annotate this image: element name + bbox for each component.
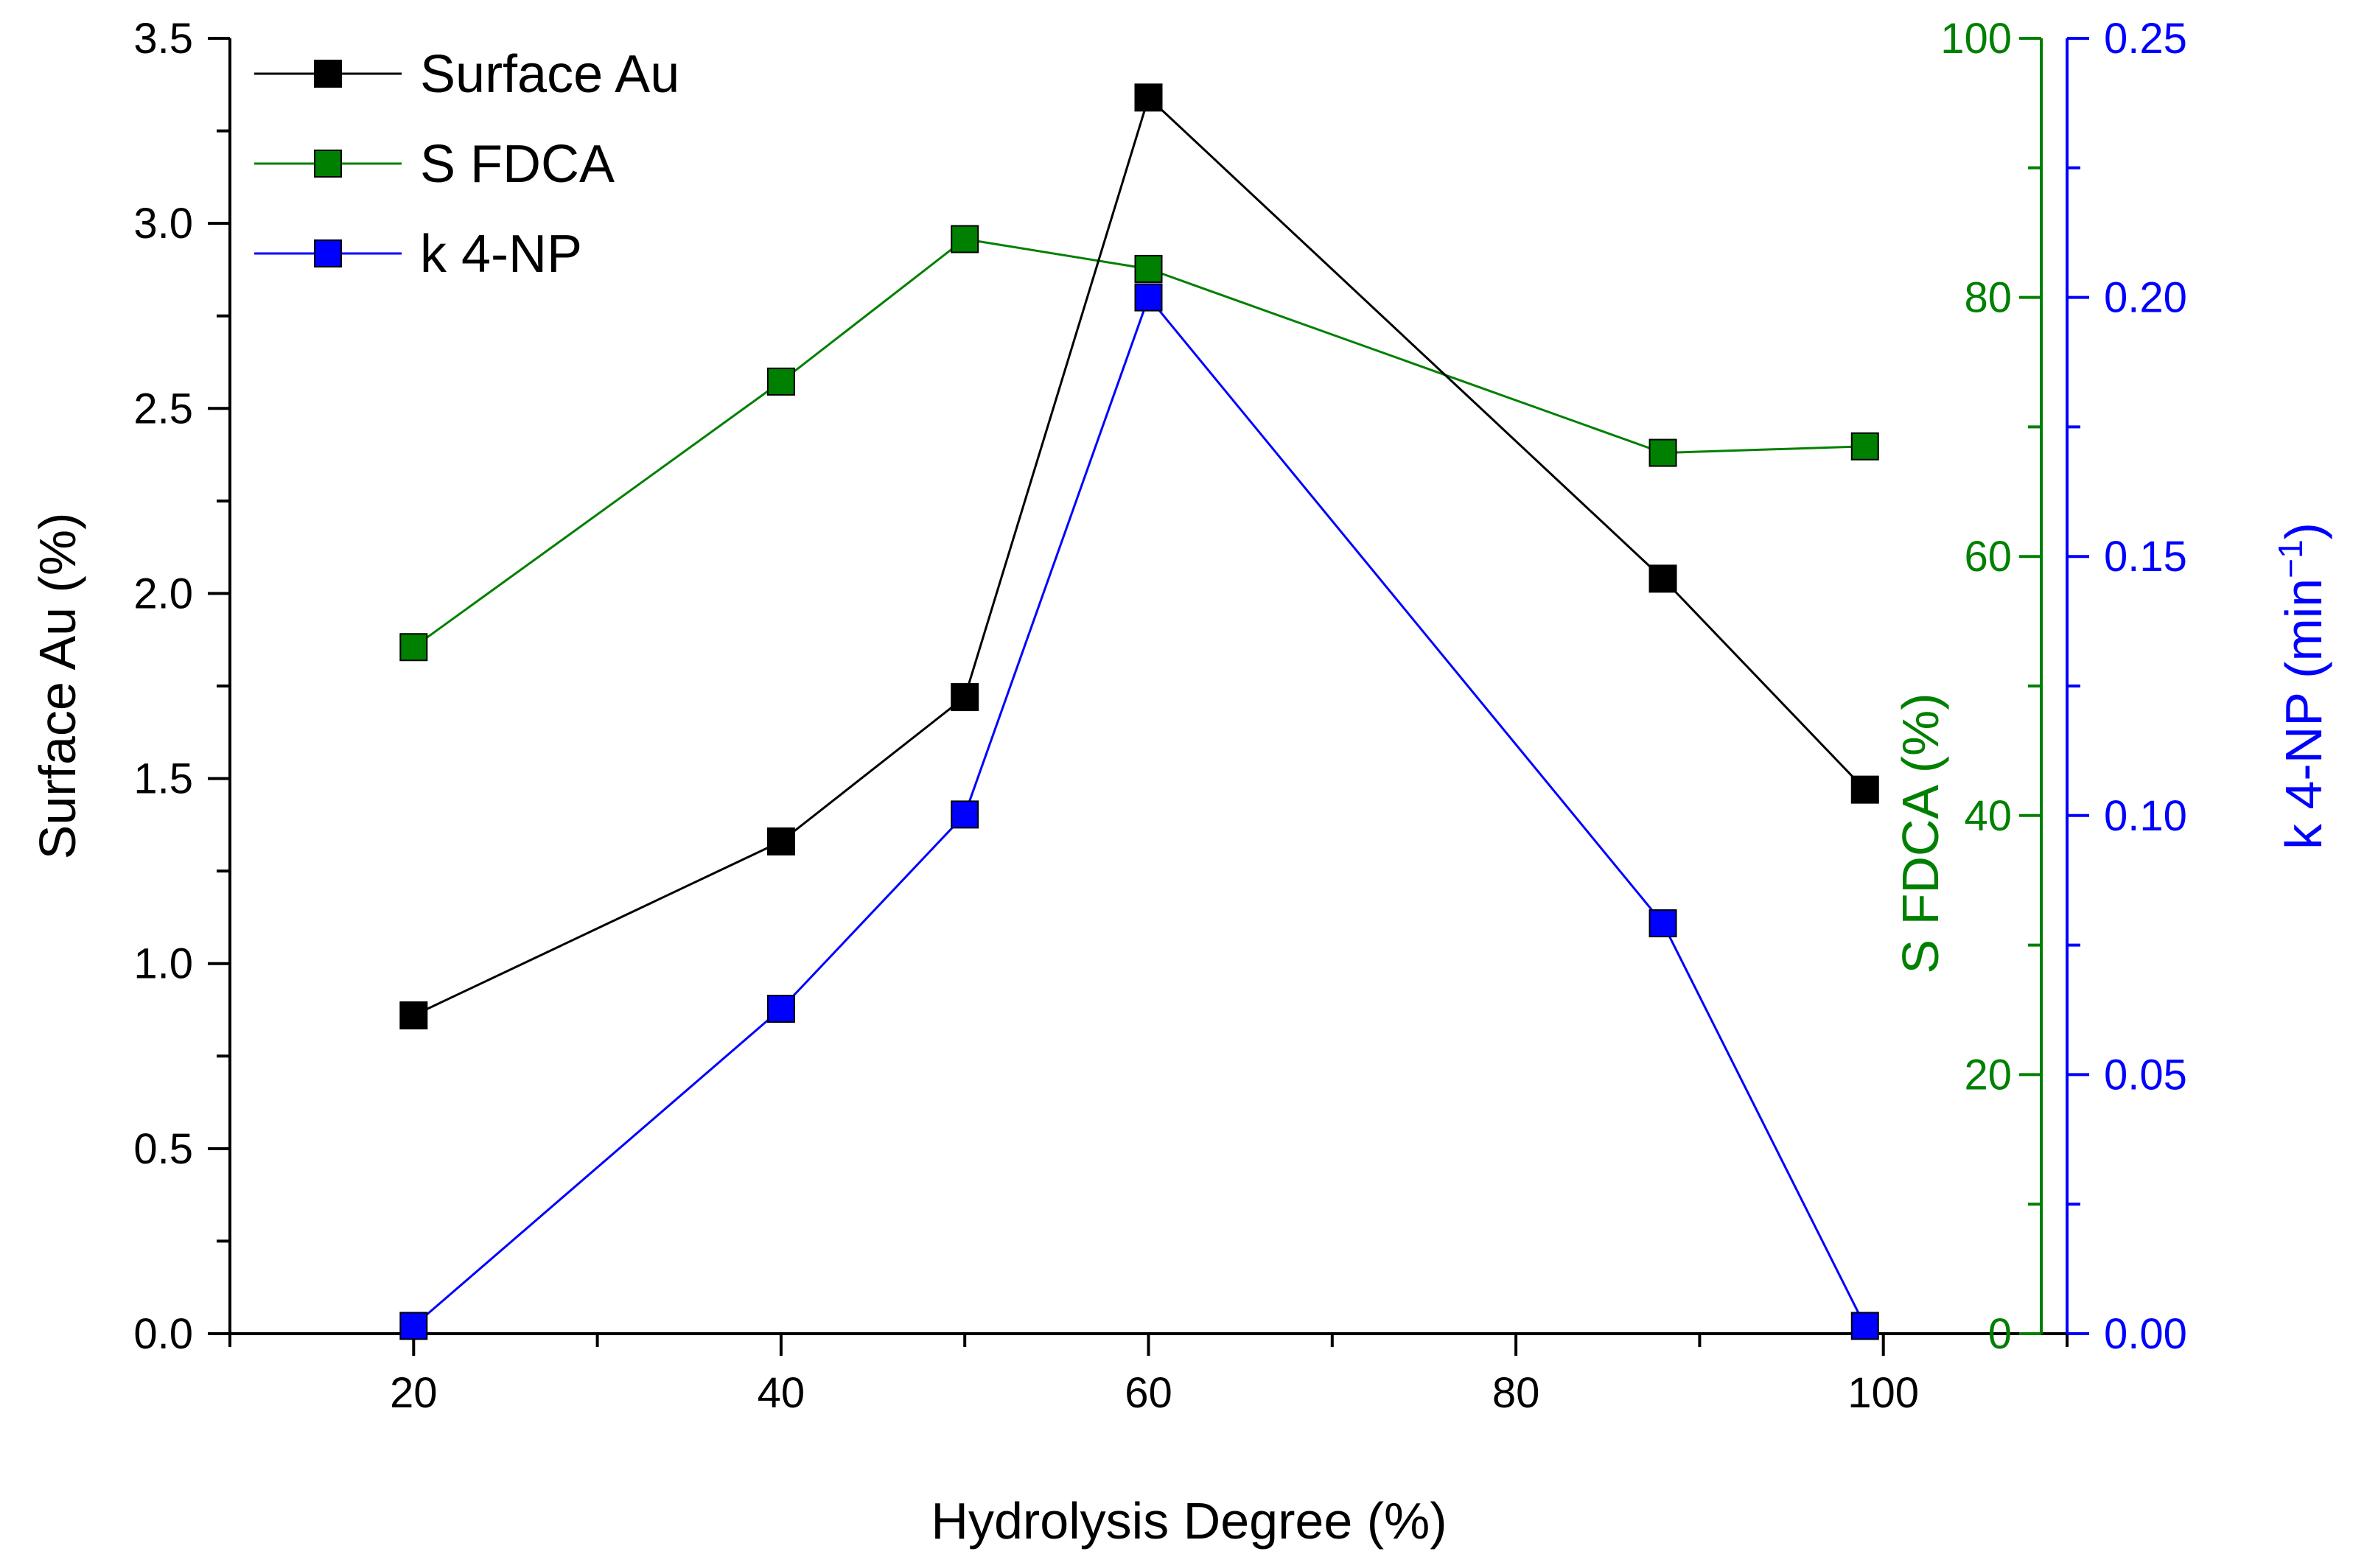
right-outer-tick-label: 0.20: [2104, 274, 2187, 322]
data-point-k-4-np: [951, 800, 979, 829]
data-point-surface-au: [1649, 564, 1677, 593]
left-tick-label: 2.0: [133, 570, 193, 617]
right-inner-tick-label: 20: [1964, 1051, 2012, 1099]
x-tick-label: 100: [1847, 1369, 1919, 1417]
left-tick-label: 3.5: [133, 15, 193, 63]
data-point-surface-au: [399, 1001, 428, 1030]
series-line-s-fdca: [413, 237, 1865, 648]
left-tick-label: 2.5: [133, 385, 193, 433]
left-tick-label: 0.0: [133, 1310, 193, 1358]
series-line-k-4-np: [413, 295, 1867, 1327]
left-tick-label: 1.0: [133, 940, 193, 988]
right-outer-tick-label: 0.25: [2104, 15, 2187, 63]
data-point-k-4-np: [399, 1312, 428, 1340]
left-axis-title: Surface Au (%): [29, 513, 86, 860]
legend-marker-s-fdca: [314, 150, 342, 178]
right-outer-tick-label: 0.15: [2104, 533, 2187, 581]
legend-marker-surface-au: [314, 60, 342, 88]
data-point-k-4-np: [766, 995, 795, 1023]
x-tick-label: 20: [390, 1369, 438, 1417]
data-point-k-4-np: [1850, 1312, 1879, 1340]
right-inner-axis-title: S FDCA (%): [1892, 693, 1949, 973]
right-outer-tick-label: 0.10: [2104, 792, 2187, 840]
legend-label-surface-au: Surface Au: [420, 45, 679, 104]
x-tick-label: 60: [1125, 1369, 1172, 1417]
right-outer-tick-label: 0.00: [2104, 1310, 2187, 1358]
data-point-s-fdca: [399, 633, 428, 662]
series-layer: [399, 83, 1879, 1340]
data-point-s-fdca: [951, 225, 979, 253]
legend-marker-k-4-np: [314, 239, 342, 267]
data-point-k-4-np: [1134, 283, 1163, 312]
data-point-k-4-np: [1649, 909, 1677, 938]
data-point-surface-au: [951, 683, 979, 712]
data-point-s-fdca: [766, 367, 795, 396]
legend-label-s-fdca: S FDCA: [420, 135, 615, 194]
x-tick-label: 40: [758, 1369, 805, 1417]
axes-layer: 20 40 60 80 100 Hydrolysis Degree (%) 0.0 0.5 1.…: [29, 15, 2332, 1550]
right-outer-axis-title: k 4-NP (min−1): [2271, 522, 2332, 850]
right-inner-tick-label: 60: [1964, 533, 2012, 581]
legend: Surface Au S FDCA k 4-NP: [254, 45, 679, 284]
right-inner-tick-label: 40: [1964, 792, 2012, 840]
right-outer-tick-label: 0.05: [2104, 1051, 2187, 1099]
legend-label-k-4-np: k 4-NP: [420, 225, 582, 284]
right-inner-tick-label: 0: [1988, 1310, 2012, 1358]
x-axis-title: Hydrolysis Degree (%): [931, 1492, 1447, 1550]
data-point-surface-au: [766, 827, 795, 855]
left-tick-label: 0.5: [133, 1125, 193, 1173]
x-tick-label: 80: [1492, 1369, 1540, 1417]
right-inner-tick-label: 80: [1964, 274, 2012, 322]
left-tick-label: 1.5: [133, 755, 193, 803]
right-inner-tick-label: 100: [1940, 15, 2012, 63]
data-point-surface-au: [1134, 83, 1163, 112]
data-point-surface-au: [1850, 775, 1879, 804]
data-point-s-fdca: [1649, 438, 1677, 467]
data-point-s-fdca: [1850, 432, 1879, 461]
series-line-surface-au: [413, 95, 1866, 1017]
data-point-s-fdca: [1134, 254, 1163, 283]
left-tick-label: 3.0: [133, 200, 193, 248]
